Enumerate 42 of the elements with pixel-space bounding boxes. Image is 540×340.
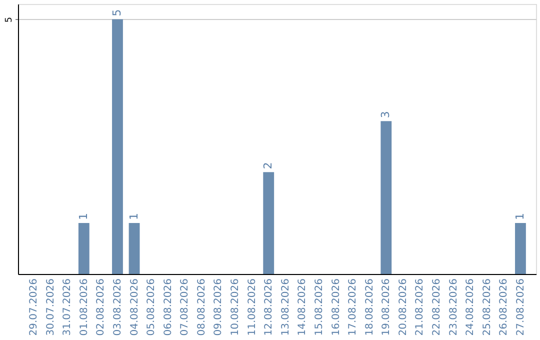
data-label: 1	[127, 213, 140, 220]
x-tick-label: 10.08.2026	[230, 278, 242, 336]
bar	[263, 172, 274, 274]
x-tick-label: 17.08.2026	[348, 278, 359, 336]
x-tick-label: 11.08.2026	[246, 278, 258, 336]
bar	[112, 19, 123, 274]
bar	[380, 121, 392, 274]
x-tick-label: 02.08.2026	[96, 278, 107, 336]
x-tick-label: 22.08.2026	[432, 278, 443, 336]
bar	[78, 223, 90, 274]
x-tick-label: 26.08.2026	[498, 278, 510, 336]
x-tick-label: 29.07.2026	[28, 278, 40, 336]
x-tick-label: 13.08.2026	[280, 278, 292, 336]
x-tick-label: 31.07.2026	[62, 278, 74, 336]
data-label: 2	[262, 162, 275, 170]
data-label: 5	[110, 9, 124, 16]
x-tick-label: 08.08.2026	[196, 278, 208, 336]
x-tick-label: 12.08.2026	[264, 278, 275, 336]
x-tick-label: 27.08.2026	[515, 278, 526, 336]
x-tick-label: 09.08.2026	[213, 278, 224, 336]
x-tick-label: 24.08.2026	[465, 278, 476, 336]
x-tick-label: 01.08.2026	[78, 278, 90, 336]
data-label: 1	[513, 213, 526, 220]
x-tick-label: 25.08.2026	[482, 278, 493, 336]
x-tick-label: 19.08.2026	[381, 278, 392, 336]
bar	[128, 223, 140, 274]
x-tick-label: 03.08.2026	[112, 278, 124, 336]
x-tick-label: 21.08.2026	[414, 278, 426, 336]
x-tick-label: 30.07.2026	[45, 278, 56, 336]
x-tick-label: 04.08.2026	[129, 278, 140, 336]
x-tick-label: 23.08.2026	[448, 278, 460, 336]
x-tick-label: 15.08.2026	[314, 278, 325, 336]
x-tick-label: 16.08.2026	[330, 278, 342, 336]
x-tick-label: 07.08.2026	[180, 278, 191, 336]
x-tick-label: 20.08.2026	[398, 278, 409, 336]
x-tick-label: 14.08.2026	[297, 278, 308, 336]
data-label: 1	[76, 213, 90, 220]
x-tick-label: 05.08.2026	[146, 278, 158, 336]
data-label: 3	[379, 111, 392, 118]
x-tick-label: 18.08.2026	[364, 278, 376, 336]
bar	[515, 223, 526, 274]
x-tick-label: 06.08.2026	[162, 278, 174, 336]
